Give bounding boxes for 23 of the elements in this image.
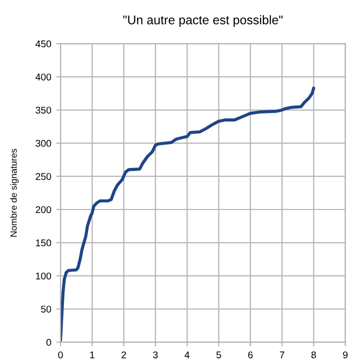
x-tick-label: 4	[184, 352, 190, 358]
y-tick-label: 250	[36, 173, 52, 180]
y-tick-label: 400	[35, 74, 52, 80]
y-tick-label: 50	[41, 306, 52, 313]
y-tick-label: 200	[36, 206, 52, 214]
x-tick-label: 3	[153, 351, 158, 358]
y-tick-label: 100	[36, 272, 52, 280]
x-tick-label: 9	[343, 351, 348, 358]
chart-title: "Un autre pacte est possible"	[123, 15, 283, 27]
x-tick-label: 1	[90, 352, 94, 358]
y-tick-label: 150	[36, 239, 52, 246]
y-axis-title: Nombre de signatures	[10, 148, 19, 237]
x-tick-label: 6	[248, 351, 253, 358]
x-tick-label: 2	[122, 351, 126, 358]
line-series	[60, 86, 316, 342]
x-tick-label: 5	[216, 352, 222, 358]
y-tick-label: 350	[36, 106, 52, 114]
y-tick-label: 450	[35, 40, 52, 48]
y-tick-label: 0	[46, 338, 52, 346]
x-tick-label: 0	[58, 351, 63, 358]
y-tick-label: 300	[36, 140, 52, 147]
x-tick-label: 7	[280, 352, 284, 358]
x-tick-label: 8	[311, 351, 316, 358]
